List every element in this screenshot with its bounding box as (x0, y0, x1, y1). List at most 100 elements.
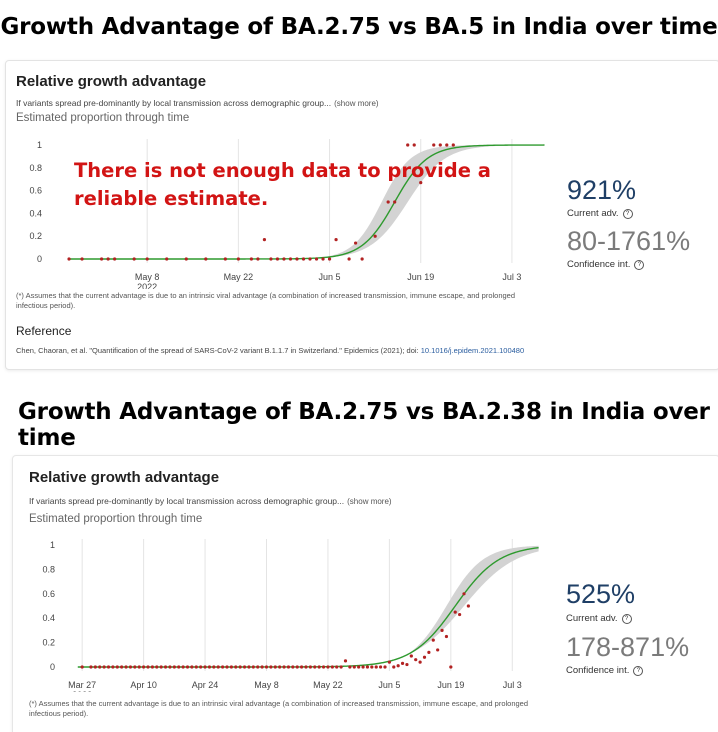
show-more-link[interactable]: (show more) (334, 99, 379, 108)
x-tick-sublabel: 2022 (72, 690, 92, 692)
data-point (348, 665, 352, 669)
confidence-interval-label-text: Confidence int. (566, 665, 630, 676)
data-point (286, 665, 291, 669)
footnote: (*) Assumes that the current advantage i… (16, 291, 515, 311)
data-point (300, 665, 304, 669)
data-point (80, 665, 84, 669)
heading-ba238: Growth Advantage of BA.2.75 vs BA.2.38 i… (18, 399, 710, 451)
data-point (370, 665, 374, 669)
data-point (400, 661, 405, 665)
warning-line-2: reliable estimate. (74, 187, 269, 210)
proportion-chart: Mar 272022 Apr 10 Apr 24 May 8 May 22 Jun 5 Ju… (42, 539, 539, 692)
growth-panel-ba238: Relative growth advantage If variants sp… (12, 455, 718, 732)
data-point (137, 665, 141, 669)
data-point (102, 665, 106, 669)
data-point (354, 241, 358, 245)
data-point (89, 665, 93, 669)
data-point (406, 143, 410, 147)
data-point (106, 257, 110, 261)
data-point (273, 665, 277, 669)
data-point (111, 665, 115, 669)
x-tick-label: May 22 (313, 680, 343, 690)
data-point (317, 665, 321, 669)
current-advantage-value: 921% (567, 175, 637, 205)
data-point (427, 650, 431, 654)
data-point (414, 658, 418, 662)
data-point (155, 665, 159, 669)
data-point (308, 257, 312, 261)
footnote-line-2: infectious period). (29, 709, 89, 718)
y-tick-label: 0 (50, 662, 55, 672)
data-point (432, 143, 436, 147)
data-point (438, 143, 442, 147)
data-point (256, 665, 260, 669)
data-point (282, 665, 286, 669)
y-tick-label: 0.4 (42, 613, 55, 623)
confidence-interval-value: 80-1761% (567, 226, 691, 256)
data-point (462, 592, 466, 596)
data-point (128, 665, 133, 669)
x-tick-label: May 22 (224, 272, 254, 282)
footnote-line-1: (*) Assumes that the current advantage i… (29, 699, 529, 708)
y-tick-label: 0.2 (42, 638, 55, 648)
x-tick-label: Jun 19 (437, 680, 464, 690)
data-point (335, 665, 339, 669)
data-point (313, 665, 317, 669)
data-point (347, 257, 351, 261)
fit-line (77, 546, 539, 668)
x-tick-sublabel: 2022 (137, 282, 157, 289)
data-point (393, 200, 397, 204)
data-point (216, 665, 220, 669)
data-point (204, 257, 208, 261)
data-point (247, 665, 251, 669)
data-point (133, 665, 137, 669)
data-point (314, 257, 319, 261)
data-point (212, 665, 216, 669)
data-point (207, 665, 212, 669)
x-tick-label: Jun 19 (407, 272, 434, 282)
data-point (124, 665, 128, 669)
x-tick-label: Apr 10 (130, 680, 157, 690)
data-point (419, 181, 423, 185)
data-point (98, 665, 102, 669)
data-point (301, 257, 306, 261)
reference-doi-link[interactable]: 10.1016/j.epidem.2021.100480 (420, 346, 525, 355)
confidence-interval-value: 178-871% (566, 632, 690, 662)
x-tick-label: Jul 3 (503, 680, 522, 690)
data-point (199, 665, 203, 669)
insufficient-data-warning: There is not enough data to provide a re… (74, 157, 491, 213)
help-icon[interactable]: ? (621, 614, 632, 624)
data-point (269, 665, 273, 669)
show-more-link[interactable]: (show more) (347, 497, 392, 506)
growth-panel-ba5: Relative growth advantage If variants sp… (5, 60, 718, 370)
data-point (282, 257, 286, 261)
data-point (466, 604, 470, 608)
data-point (168, 665, 172, 669)
data-point (387, 660, 391, 664)
data-point (361, 665, 365, 669)
data-point (190, 665, 194, 669)
y-tick-label: 0.2 (29, 231, 42, 241)
current-advantage-label-text: Current adv. (566, 613, 618, 624)
data-point (373, 234, 377, 238)
data-point (343, 659, 348, 663)
data-point (327, 257, 332, 261)
footnote: (*) Assumes that the current advantage i… (29, 699, 528, 719)
help-icon[interactable]: ? (622, 209, 633, 219)
data-point (146, 665, 150, 669)
current-advantage-label: Current adv.? (566, 613, 632, 624)
panel-subtitle: Estimated proportion through time (29, 513, 203, 525)
help-icon[interactable]: ? (634, 260, 645, 270)
current-advantage-value: 525% (566, 579, 636, 609)
x-tick-label: Apr 24 (192, 680, 219, 690)
help-icon[interactable]: ? (633, 666, 644, 676)
footnote-line-2: infectious period). (16, 301, 76, 310)
data-point (383, 665, 387, 669)
data-point (334, 238, 338, 242)
x-tick-label: Jul 3 (502, 272, 521, 282)
data-point (165, 257, 169, 261)
data-point (120, 665, 124, 669)
data-point (321, 665, 326, 669)
data-point (339, 665, 343, 669)
